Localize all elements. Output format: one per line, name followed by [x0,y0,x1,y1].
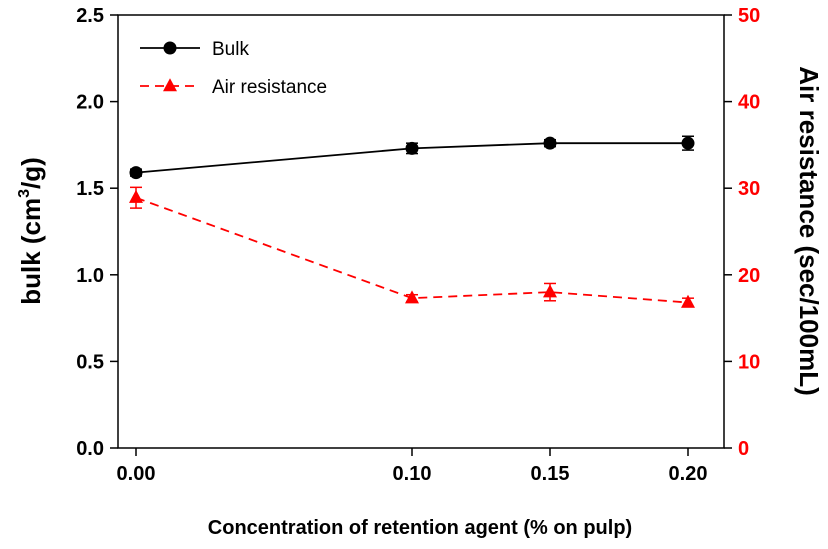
data-point-air-resistance [543,284,557,298]
x-tick-label: 0.15 [531,463,570,485]
plot-area [117,14,725,449]
x-tick-label: 0.10 [393,463,432,485]
legend-marker-bulk [163,41,177,55]
right-axis-title: Air resistance (sec/100mL) [794,66,824,396]
left-y-tick-label: 2.5 [76,5,104,27]
series-line-air-resistance [135,196,689,304]
right-y-tick-label: 10 [738,351,760,373]
x-tick-label: 0.20 [669,463,708,485]
left-y-tick-label: 0.0 [76,438,104,460]
right-y-tick-label: 0 [738,438,749,460]
x-tick-label: 0.00 [117,463,156,485]
data-point-air-resistance [405,290,419,304]
left-axis-title-main: bulk (cm [16,198,46,305]
legend-marker-air-resistance [163,78,177,92]
series-line-bulk [135,142,688,174]
data-point-air-resistance [681,294,695,308]
left-axis-title-tail: /g) [16,157,46,189]
left-y-tick-label: 0.5 [76,351,104,373]
right-y-tick-label: 20 [738,265,760,287]
series-air-resistance [129,186,695,308]
right-y-tick-label: 30 [738,178,760,200]
data-point-air-resistance [129,189,143,203]
right-y-tick-label: 50 [738,5,760,27]
left-y-tick-label: 1.5 [76,178,104,200]
right-axis-title-text: Air resistance (sec/100mL) [794,66,824,396]
right-y-tick-label: 40 [738,92,760,114]
left-axis-title: bulk (cm3/g) [16,157,46,305]
legend: Bulk Air resistance [140,39,327,98]
left-y-tick-label: 1.0 [76,265,104,287]
left-y-tick-label: 2.0 [76,92,104,114]
data-point-bulk [681,136,695,150]
series-bulk [129,135,695,180]
data-point-bulk [129,166,143,180]
x-axis-title: Concentration of retention agent (% on p… [208,517,632,539]
data-point-bulk [543,136,557,150]
data-point-bulk [405,141,419,155]
svg-text:bulk (cm3/g): bulk (cm3/g) [16,157,46,305]
left-axis-title-sup: 3 [16,189,33,198]
legend-label-bulk: Bulk [212,39,249,60]
legend-label-air-resistance: Air resistance [212,77,327,98]
